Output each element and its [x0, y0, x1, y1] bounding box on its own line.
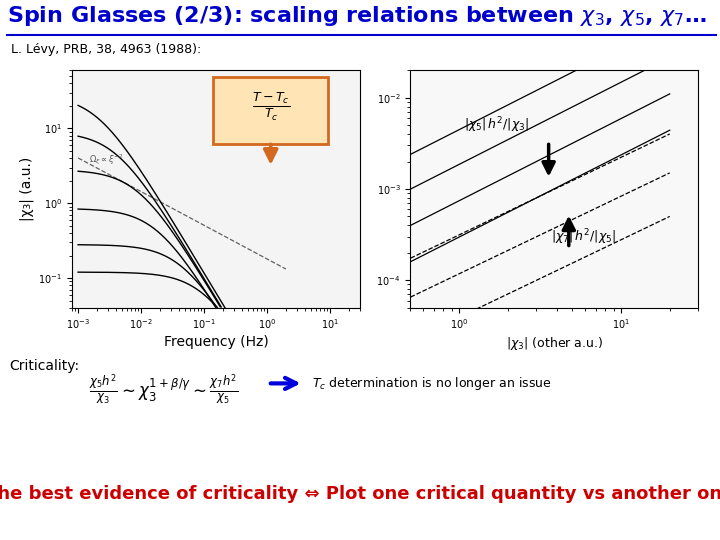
Text: $\Omega_\xi \propto \xi^{-2}$: $\Omega_\xi \propto \xi^{-2}$ — [89, 152, 124, 167]
Text: $|\chi_7|\,h^2/|\chi_5|$: $|\chi_7|\,h^2/|\chi_5|$ — [551, 227, 616, 247]
Text: $T_c$ determination is no longer an issue: $T_c$ determination is no longer an issu… — [312, 375, 552, 392]
X-axis label: Frequency (Hz): Frequency (Hz) — [163, 335, 269, 349]
FancyBboxPatch shape — [213, 77, 328, 144]
Text: $|\chi_5|\,h^2/|\chi_3|$: $|\chi_5|\,h^2/|\chi_3|$ — [464, 116, 529, 136]
Text: The best evidence of criticality ⇔ Plot one critical quantity vs another one: The best evidence of criticality ⇔ Plot … — [0, 485, 720, 503]
Text: Criticality:: Criticality: — [9, 359, 79, 373]
X-axis label: $|\chi_3|$ (other a.u.): $|\chi_3|$ (other a.u.) — [505, 335, 603, 353]
Y-axis label: |χ₃| (a.u.): |χ₃| (a.u.) — [19, 157, 35, 221]
Text: L. Lévy, PRB, 38, 4963 (1988):: L. Lévy, PRB, 38, 4963 (1988): — [12, 43, 202, 57]
Text: Spin Glasses (2/3): scaling relations between $\chi_3$, $\chi_5$, $\chi_7$…: Spin Glasses (2/3): scaling relations be… — [7, 4, 707, 28]
Text: $\frac{\chi_5 h^2}{\chi_3} \sim \chi_3^{1+\beta/\gamma} \sim \frac{\chi_7 h^2}{\: $\frac{\chi_5 h^2}{\chi_3} \sim \chi_3^{… — [89, 372, 238, 407]
Text: $\frac{T-T_c}{T_c}$: $\frac{T-T_c}{T_c}$ — [252, 91, 289, 123]
